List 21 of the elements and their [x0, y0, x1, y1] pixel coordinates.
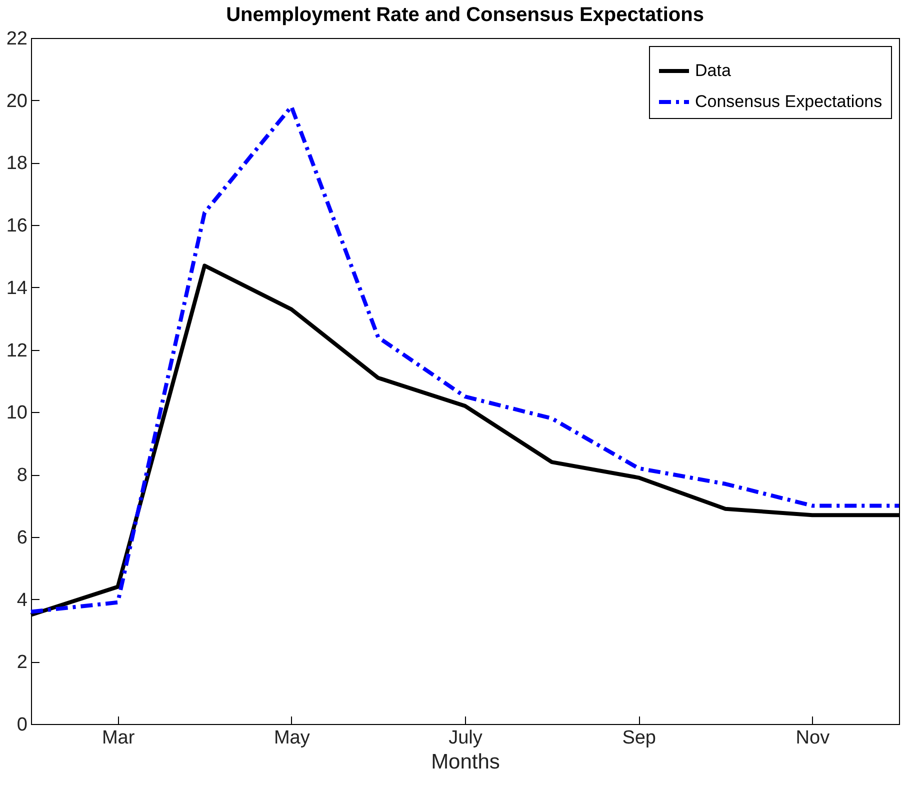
x-axis-title: Months [431, 750, 500, 774]
y-tick-label: 12 [6, 340, 28, 362]
y-tick-label: 14 [6, 278, 28, 299]
y-tick-label: 22 [6, 28, 28, 50]
y-tick-label: 0 [16, 714, 28, 736]
legend-label: Data [695, 61, 732, 80]
y-tick-label: 6 [16, 527, 28, 548]
x-tick-label: July [448, 728, 483, 748]
x-tick-label: Sep [622, 728, 656, 748]
legend-label: Consensus Expectations [695, 92, 882, 111]
x-tick-label: May [274, 728, 310, 748]
y-tick-label: 10 [6, 402, 28, 424]
y-tick-label: 4 [16, 590, 28, 611]
chart-title: Unemployment Rate and Consensus Expectations [226, 4, 704, 26]
x-tick-label: Mar [102, 728, 136, 748]
x-tick-label: Nov [796, 728, 830, 748]
y-tick-label: 2 [16, 652, 28, 674]
y-tick-label: 18 [6, 153, 28, 174]
y-tick-label: 8 [16, 465, 28, 486]
y-tick-label: 16 [6, 216, 28, 237]
y-tick-label: 20 [6, 90, 28, 112]
